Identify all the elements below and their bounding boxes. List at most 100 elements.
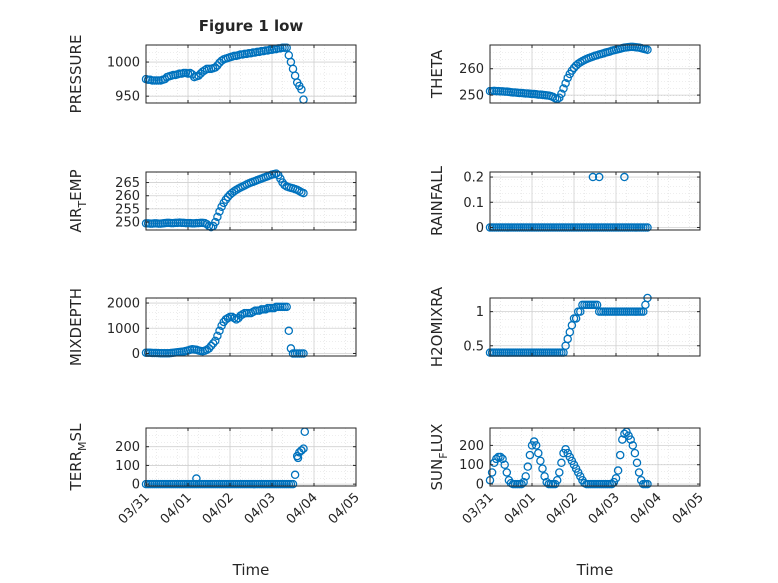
y-tick-label: 1 [476, 305, 484, 320]
y-tick-label: 0 [132, 347, 140, 362]
data-point [607, 479, 617, 489]
y-axis-label: TERRMSL [67, 423, 89, 492]
data-point [643, 223, 652, 232]
y-axis-label: MIXDEPTH [67, 288, 85, 366]
data-point [295, 186, 304, 196]
y-tick-label: 265 [115, 176, 140, 191]
y-tick-label: 0.1 [463, 196, 484, 211]
data-point [286, 344, 296, 353]
data-point [232, 185, 241, 195]
axes-frame [489, 44, 701, 104]
data-point [536, 456, 545, 466]
data-point [282, 302, 291, 312]
data-point [498, 454, 507, 464]
y-tick-label: 0 [132, 478, 140, 493]
data-point [620, 172, 629, 182]
data-point [628, 441, 638, 450]
axes-frame [145, 427, 357, 487]
y-axis-label: SUNFLUX [428, 424, 450, 491]
data-point [567, 66, 577, 75]
y-tick-label: 1000 [107, 56, 140, 71]
data-point [221, 195, 231, 204]
y-axis-label-subscript: T [76, 201, 89, 209]
data-point [632, 458, 642, 468]
data-point [561, 78, 570, 88]
data-point [215, 326, 224, 336]
data-point [538, 464, 547, 473]
data-point [227, 188, 237, 198]
y-axis-label-main: SUN [428, 459, 446, 491]
data-point [492, 454, 501, 464]
subplot-mixdepth: 0 1000 2000 MIXDEPTH [67, 288, 357, 366]
data-point [229, 186, 239, 196]
data-point [523, 462, 533, 471]
y-axis-label-subscript: M [76, 441, 89, 451]
y-axis-label: H2OMIXRA [428, 286, 446, 367]
data-point [215, 207, 224, 216]
data-point [271, 169, 281, 178]
axes-frame [489, 297, 701, 357]
data-point [502, 468, 512, 477]
data-point [643, 45, 652, 54]
data-point [525, 450, 535, 460]
y-axis-label-tail: EMP [67, 169, 85, 200]
data-points [141, 302, 308, 358]
data-point [293, 453, 303, 463]
axes-frame [489, 171, 701, 231]
y-axis-label-main: H2OMIXRA [428, 286, 446, 367]
data-point [299, 188, 308, 198]
y-tick-label: 0.2 [463, 171, 484, 186]
data-point [206, 341, 216, 351]
y-tick-label: 0 [476, 221, 484, 236]
data-point [288, 479, 298, 489]
data-point [284, 326, 294, 336]
data-point [615, 450, 625, 460]
y-axis-label-tail: LUX [428, 424, 446, 453]
data-point [299, 444, 308, 453]
data-point [517, 479, 526, 489]
subplot-pressure: 950 1000 PRESSURE [67, 35, 357, 113]
y-tick-label: 250 [115, 216, 140, 231]
y-tick-label: 260 [459, 62, 484, 77]
y-axis-label: AIRTEMP [67, 169, 89, 232]
data-point [588, 172, 598, 182]
y-axis-label-main: MIXDEPTH [67, 288, 85, 366]
data-point [594, 172, 604, 182]
data-point [611, 474, 621, 483]
y-tick-label: 260 [115, 189, 140, 204]
data-point [297, 446, 306, 455]
data-point [552, 475, 562, 485]
data-point [211, 63, 220, 72]
y-axis-label-subscript: F [437, 452, 450, 458]
data-point [290, 470, 300, 480]
data-point [299, 349, 308, 358]
axes-frame [489, 427, 701, 487]
data-point [557, 458, 566, 468]
data-point [557, 89, 566, 99]
data-point [643, 479, 652, 489]
xlabel-left: Time [232, 561, 270, 579]
data-point [630, 448, 640, 458]
subplot-theta: 250 260 THETA [428, 42, 701, 104]
axes-frame [145, 297, 357, 357]
data-point [559, 84, 568, 93]
data-point [634, 468, 644, 477]
y-tick-label: 250 [459, 89, 484, 104]
y-tick-label: 200 [115, 440, 140, 455]
data-points [485, 293, 652, 357]
y-axis-label-tail: SL [67, 423, 85, 442]
y-tick-label: 255 [115, 202, 140, 217]
y-axis-label-main: TERR [67, 451, 85, 492]
data-point [573, 59, 583, 68]
y-tick-label: 1000 [107, 322, 140, 337]
data-point [487, 468, 497, 477]
data-point [613, 466, 623, 475]
data-point [500, 460, 509, 469]
data-point [208, 339, 218, 348]
data-point [540, 472, 549, 481]
y-tick-label: 950 [115, 90, 140, 105]
data-point [555, 468, 564, 477]
